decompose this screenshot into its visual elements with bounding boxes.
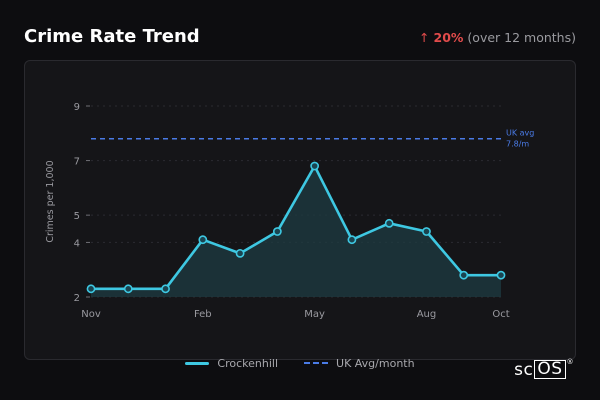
brand-logo: sc OS ®	[514, 358, 574, 380]
y-tick-label-0: 2	[74, 293, 80, 304]
data-point-3	[198, 235, 208, 245]
data-point-1	[123, 284, 133, 294]
data-point-7	[347, 235, 357, 245]
legend-label-series: Crockenhill	[217, 356, 279, 370]
change-percent: 20%	[433, 30, 464, 45]
logo-text-a: sc	[514, 360, 534, 380]
x-tick-label-11: Oct	[492, 309, 509, 320]
data-point-6	[310, 161, 320, 171]
data-point-2	[161, 284, 170, 294]
legend-item-reference[interactable]: UK Avg/month	[304, 355, 415, 371]
change-period: (over 12 months)	[467, 30, 576, 45]
logo-text-b: OS	[534, 360, 566, 379]
reference-label-line2: 7.8/m	[506, 140, 529, 149]
y-tick-label-1: 4	[74, 238, 80, 249]
chart-legend: Crockenhill UK Avg/month	[0, 355, 600, 371]
logo-registered-mark: ®	[566, 358, 574, 366]
legend-item-series[interactable]: Crockenhill	[185, 355, 278, 371]
data-point-5	[272, 227, 282, 236]
data-point-10	[459, 270, 469, 280]
legend-swatch-reference	[304, 362, 329, 364]
data-point-0	[86, 284, 96, 294]
y-tick-label-3: 7	[74, 157, 80, 168]
x-tick-label-6: May	[304, 309, 325, 320]
data-point-9	[422, 227, 431, 236]
x-tick-label-0: Nov	[81, 309, 101, 320]
up-arrow-icon: ↑	[419, 30, 430, 45]
data-point-8	[384, 218, 394, 228]
reference-label-line1: UK avg	[506, 129, 534, 138]
chart-header: Crime Rate Trend ↑ 20% (over 12 months)	[24, 22, 576, 52]
y-tick-label-4: 9	[74, 102, 80, 113]
data-point-11	[496, 270, 506, 280]
legend-label-reference: UK Avg/month	[336, 356, 415, 370]
x-tick-label-3: Feb	[194, 309, 212, 320]
chart-title: Crime Rate Trend	[24, 26, 200, 47]
change-indicator: ↑ 20% (over 12 months)	[419, 30, 576, 45]
x-tick-label-9: Aug	[417, 309, 437, 320]
series-area	[91, 166, 501, 297]
data-point-4	[235, 248, 245, 258]
y-axis-label: Crimes per 1,000	[45, 160, 56, 242]
y-tick-label-2: 5	[74, 211, 80, 222]
legend-swatch-series	[185, 361, 210, 365]
series-line	[91, 164, 501, 291]
